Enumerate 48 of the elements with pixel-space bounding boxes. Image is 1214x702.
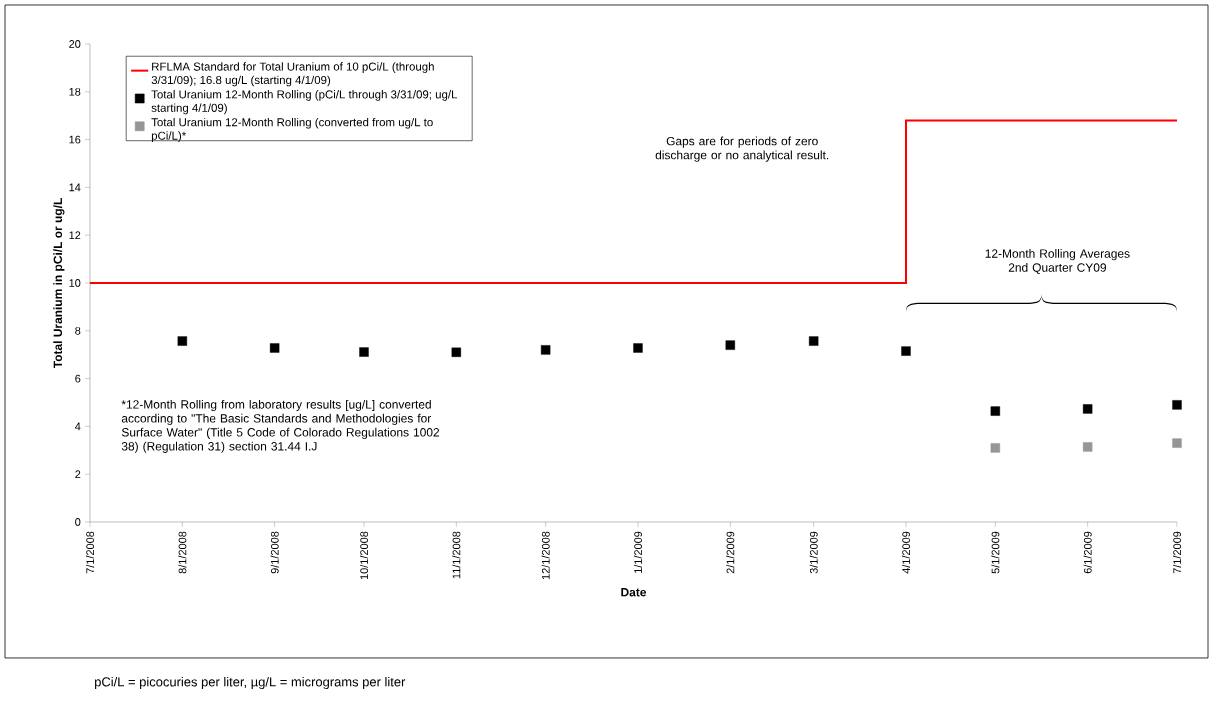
y-tick-label: 10: [69, 279, 81, 287]
point: [1172, 400, 1182, 410]
point: [808, 336, 819, 346]
y-tick-label: 4: [74, 422, 81, 431]
legend-label: RFLMA Standard for Total Uranium of 10 pCi/L (through 3/31/09); 16.8 ug/L (starting 4/1/09): [151, 62, 434, 87]
annotation: 12-Month Rolling Averages 2nd Quarter CY09: [985, 249, 1130, 274]
y-tick-label: 2: [75, 470, 81, 479]
x-tick-label: 7/1/2009: [1172, 531, 1182, 574]
point: [1082, 404, 1093, 414]
point: [990, 406, 1001, 416]
x-tick-label: 1/1/2009: [633, 531, 642, 573]
x-axis-title: Date: [621, 588, 647, 597]
x-tick-label: 6/1/2009: [1083, 531, 1092, 574]
point: [1172, 438, 1182, 448]
y-axis-title: Total Uranium in pCi/L or ug/L: [53, 198, 65, 369]
x-tick-label: 5/1/2009: [991, 531, 1000, 574]
y-tick-label: 16: [69, 135, 81, 144]
x-tick-label: 10/1/2008: [359, 531, 369, 580]
y-tick-label: 12: [69, 231, 81, 240]
legend-label: Total Uranium 12-Month Rolling (converted from ug/L to pCi/L)*: [151, 117, 433, 143]
point: [1082, 442, 1093, 452]
x-tick-label: 3/1/2009: [809, 531, 818, 574]
point: [540, 345, 551, 355]
legend-label: Total Uranium 12-Month Rolling (pCi/L through 3/31/09; ug/L starting 4/1/09): [151, 90, 458, 115]
point: [901, 346, 911, 356]
y-tick-label: 6: [75, 374, 81, 383]
point: [269, 343, 280, 353]
x-tick-label: 8/1/2008: [178, 531, 187, 574]
point: [633, 343, 643, 353]
x-tick-label: 2/1/2009: [726, 531, 735, 574]
point: [359, 347, 369, 357]
point: [990, 443, 1001, 453]
x-tick-label: 7/1/2008: [85, 531, 95, 574]
point: [451, 347, 462, 357]
point: [725, 340, 735, 350]
x-tick-label: 11/1/2008: [452, 531, 461, 579]
x-tick-label: 4/1/2009: [901, 531, 911, 574]
y-tick-label: 14: [69, 183, 81, 192]
text: pCi/L = picocuries per liter, µg/L = micrograms per liter: [95, 676, 406, 690]
annotation: *12-Month Rolling from laboratory results [ug/L] converted according to "The Basic Standards and Methodologies for Surface Water" (Title 5 Code of Colorado Regulations 1002 38) (Regulation 31) section 31.44 I.J: [121, 399, 440, 453]
y-tick-label: 20: [69, 40, 81, 48]
x-tick-label: 9/1/2008: [270, 531, 279, 574]
annotation: Gaps are for periods of zero discharge or no analytical result.: [655, 136, 829, 162]
x-tick-label: 12/1/2008: [541, 531, 550, 580]
y-tick-label: 8: [75, 326, 81, 335]
y-tick-label: 18: [69, 87, 81, 96]
y-tick-label: 0: [75, 518, 81, 526]
point: [177, 336, 188, 346]
